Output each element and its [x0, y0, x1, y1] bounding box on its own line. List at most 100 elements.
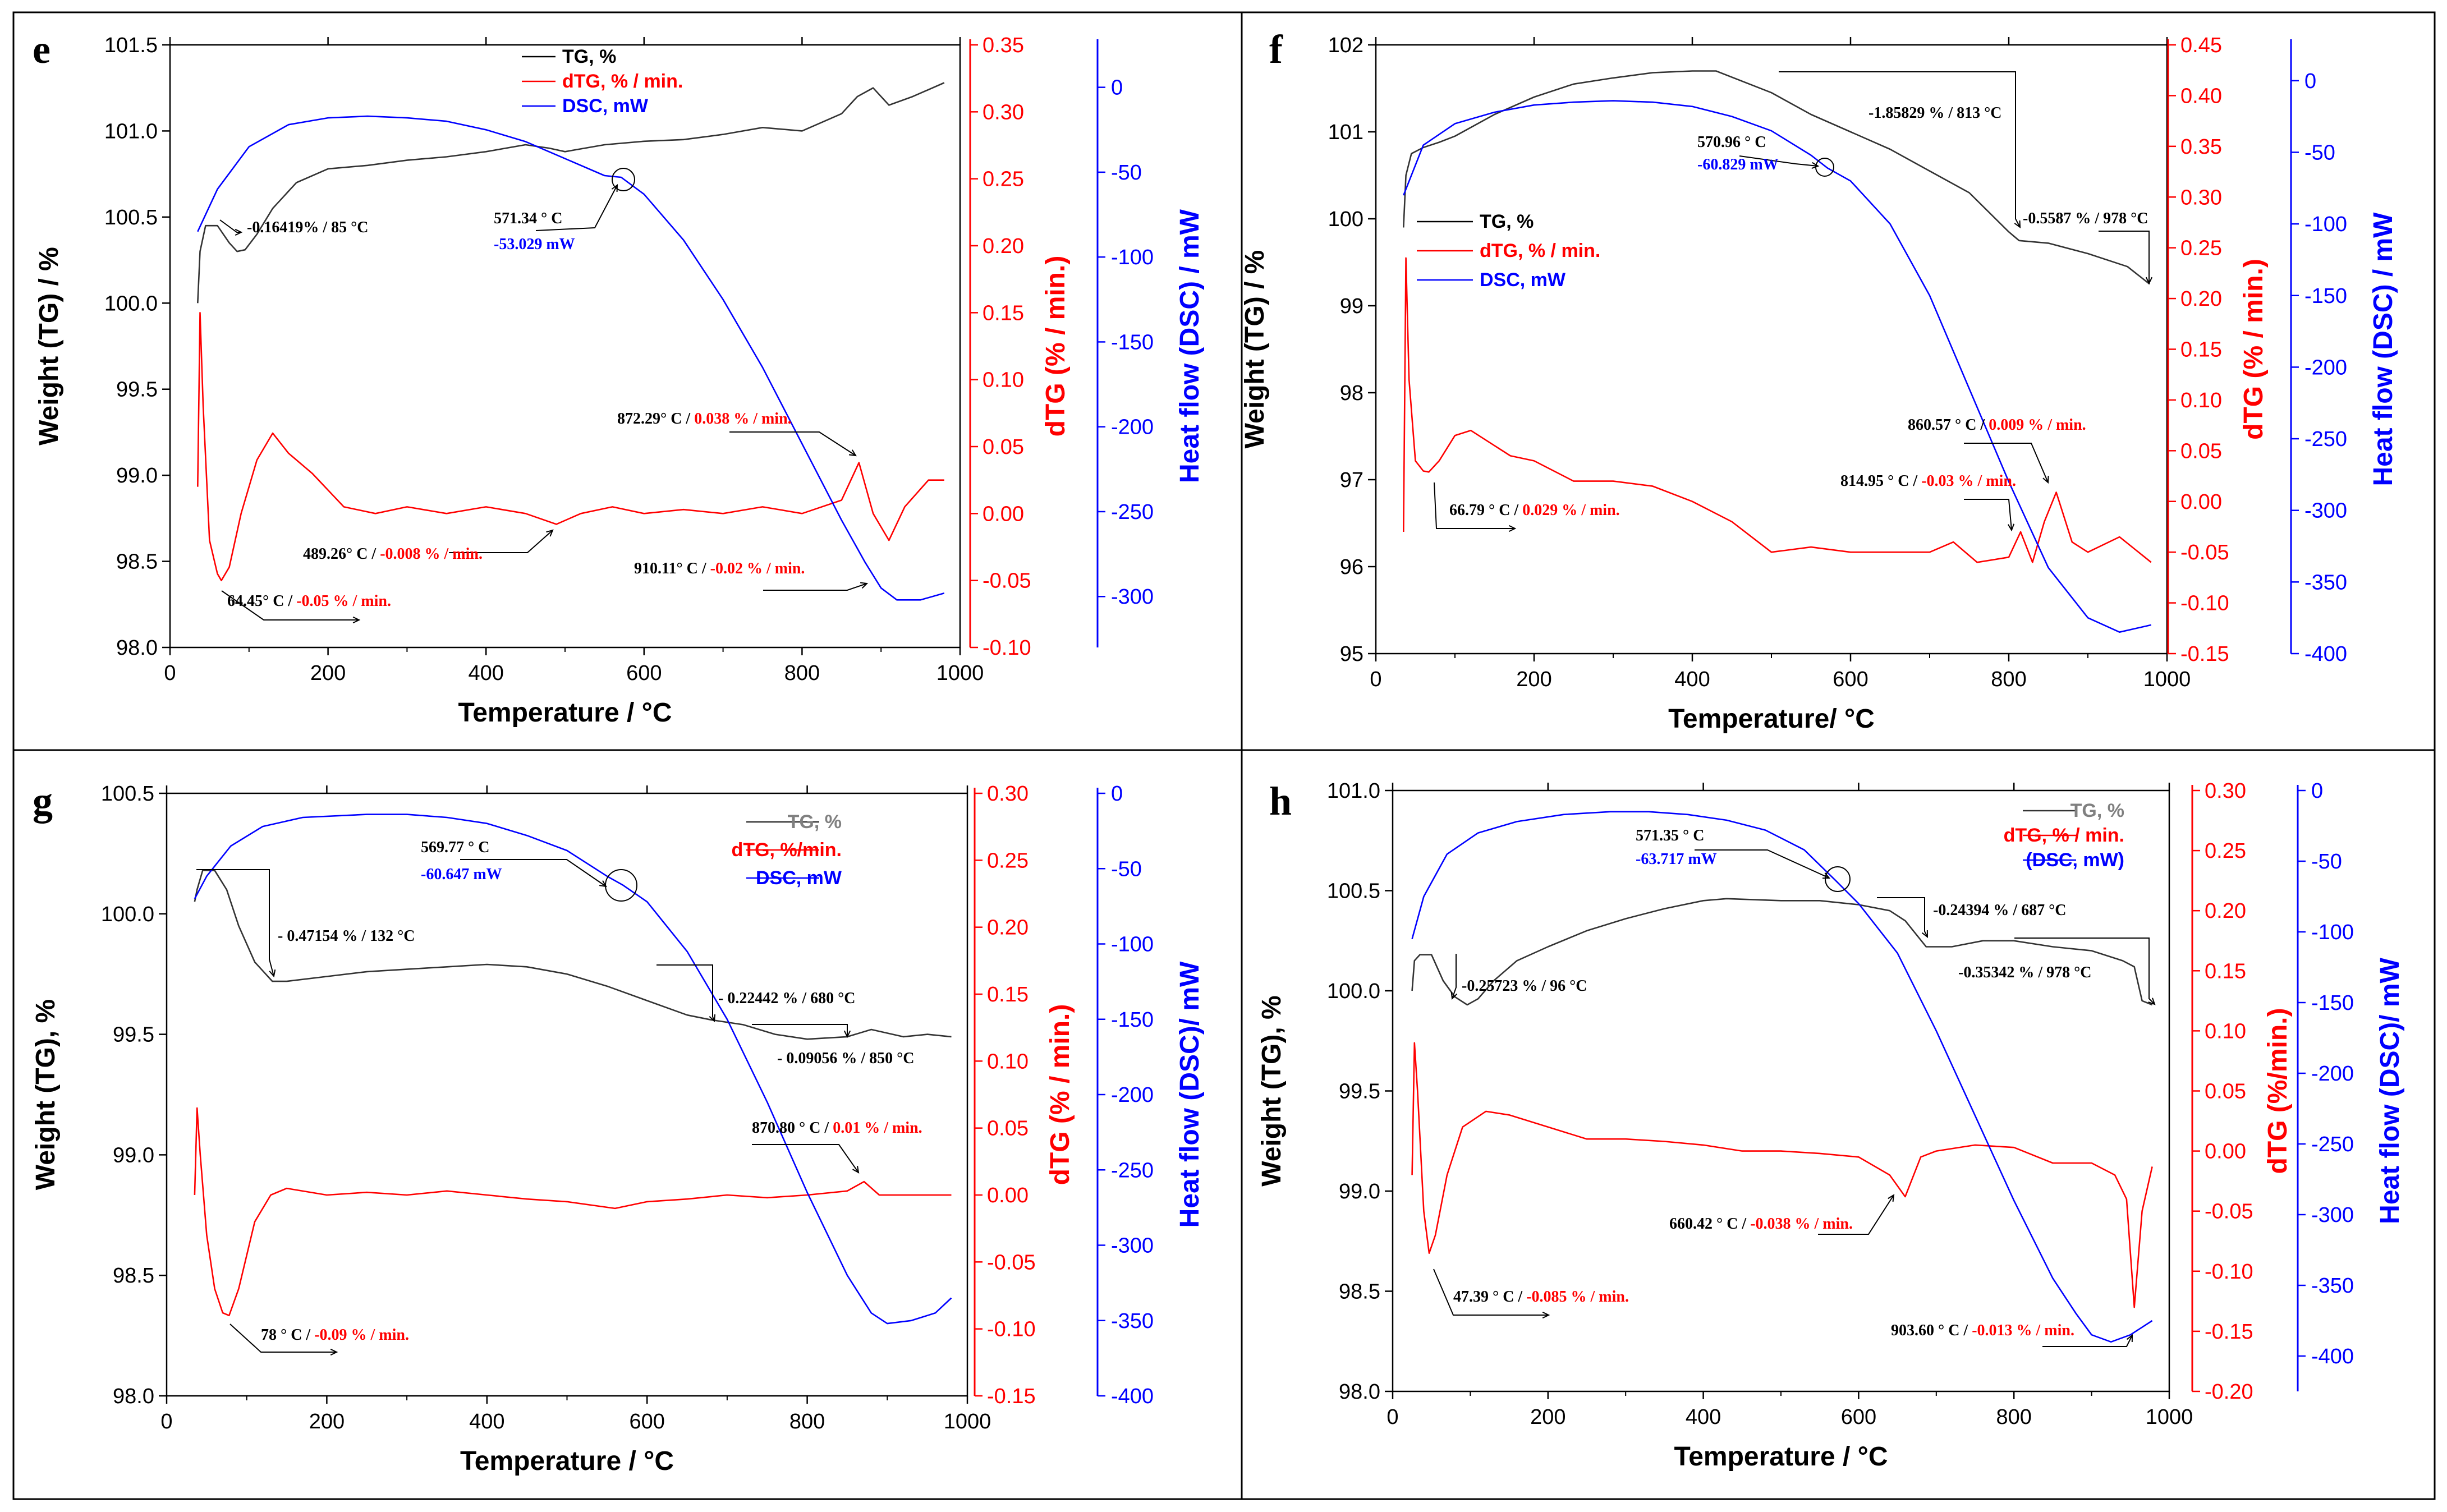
- mid-axis-label: dTG (%/min.): [2263, 1008, 2293, 1174]
- mid-tick-label: 0.15: [987, 983, 1029, 1007]
- x-tick-label: 1000: [2146, 1405, 2193, 1429]
- left-tick-label: 100.0: [101, 903, 154, 926]
- mid-tick-label: -0.15: [2180, 642, 2229, 666]
- annotation-rate: 0.01 % / min.: [833, 1119, 922, 1137]
- series-dtg-line: [197, 311, 944, 581]
- left-tick-label: 99.0: [113, 1143, 154, 1167]
- panel-h: h 0 200 400 600 800 1000 Temperature / °C 98.0 98…: [1241, 749, 2436, 1500]
- mid-tick-label: 0.05: [987, 1117, 1029, 1141]
- x-tick-label: 1000: [944, 1410, 991, 1433]
- annotation-arrowhead: [2042, 475, 2049, 484]
- mid-tick-label: -0.10: [987, 1318, 1036, 1341]
- left-tick-label: 99.0: [1339, 1180, 1380, 1203]
- left-tick-label: 99.5: [1339, 1080, 1380, 1104]
- right-tick-label: -200: [2311, 1062, 2354, 1086]
- left-tick-label: 101.0: [1327, 779, 1380, 803]
- right-tick-label: -400: [1111, 1385, 1154, 1408]
- mid-tick-label: -0.05: [2180, 541, 2229, 564]
- annotation-rate: -0.038 % / min.: [1750, 1215, 1853, 1233]
- right-axis-label: Heat flow (DSC) / mW: [1175, 209, 1205, 483]
- legend-label: dTG, % / min.: [1480, 240, 1600, 261]
- x-tick-label: 0: [160, 1410, 172, 1433]
- left-tick-label: 98.0: [116, 636, 158, 660]
- annotation-temperature: 571.34 ° C: [494, 210, 562, 227]
- annotation: - 0.22442 % / 680 °C: [656, 964, 856, 1023]
- annotation: 571.35 ° C -63.717 mW: [1636, 827, 1851, 892]
- left-tick-label: 99: [1340, 295, 1363, 318]
- legend-label: DSC, mW: [1480, 269, 1566, 291]
- panel-letter: e: [33, 27, 50, 72]
- right-tick-label: -200: [1111, 416, 1154, 439]
- annotation-text: - 0.47154 % / 132 °C: [278, 927, 415, 945]
- annotation-arrowhead: [1450, 991, 1458, 1000]
- annotation: 872.29° C / 0.038 % / min.: [617, 410, 857, 457]
- annotation-text: -0.35342 % / 978 °C: [1958, 964, 2092, 981]
- annotation-circle: [605, 869, 637, 902]
- annotation-rate: 0.029 % / min.: [1522, 502, 1619, 519]
- series-dsc-line: [197, 115, 945, 601]
- right-tick-label: -350: [1111, 1309, 1154, 1333]
- annotation-arrowhead: [852, 1165, 860, 1174]
- series-dsc-line: [1403, 100, 2152, 633]
- annotation-rate: -0.09 % / min.: [314, 1326, 409, 1344]
- left-tick-label: 98.5: [116, 550, 158, 574]
- x-axis-label: Temperature / °C: [1674, 1442, 1888, 1472]
- annotation-rate: -0.02 % / min.: [710, 560, 805, 577]
- annotation-text: 860.57 ° C / 0.009 % / min.: [1908, 416, 2086, 434]
- annotation-temperature: 860.57 ° C /: [1908, 416, 1989, 434]
- mid-tick-label: 0.00: [983, 502, 1024, 526]
- annotation-arrowhead: [709, 1014, 716, 1023]
- annotation: 660.42 ° C / -0.038 % / min.: [1669, 1194, 1895, 1235]
- annotation-text: 660.42 ° C / -0.038 % / min.: [1669, 1215, 1853, 1233]
- annotation-leader: [656, 964, 715, 1022]
- mid-tick-label: 0.45: [2180, 34, 2222, 57]
- mid-tick-label: 0.05: [2205, 1080, 2246, 1104]
- series-dsc-line: [194, 814, 952, 1325]
- plot-area: [166, 792, 968, 1397]
- annotation-arrowhead: [611, 183, 618, 192]
- right-tick-label: 0: [1111, 782, 1123, 806]
- annotation-rate: 0.038 % / min.: [694, 410, 791, 428]
- left-tick-label: 100.0: [104, 292, 158, 315]
- annotation-arrowhead: [1888, 1194, 1895, 1202]
- annotation-temperature: 78 ° C /: [261, 1326, 314, 1344]
- x-tick-label: 200: [310, 661, 346, 685]
- annotation-temperature: 569.77 ° C: [421, 839, 489, 856]
- annotation-leader: [1964, 499, 2012, 531]
- annotation-text: 872.29° C / 0.038 % / min.: [617, 410, 792, 428]
- right-tick-label: -300: [2304, 499, 2347, 523]
- annotation-rate: -0.05 % / min.: [296, 592, 391, 610]
- annotation-text: 814.95 ° C / -0.03 % / min.: [1840, 472, 2016, 490]
- left-tick-label: 100: [1328, 208, 1363, 231]
- annotation: -0.16419% / 85 °C: [219, 219, 369, 236]
- annotation: 489.26° C / -0.008 % / min.: [303, 529, 554, 563]
- right-tick-label: -250: [1111, 500, 1154, 524]
- mid-tick-label: 0.20: [2180, 287, 2222, 311]
- annotation-arrowhead: [843, 1030, 851, 1038]
- series-dtg-line: [1411, 1042, 2153, 1308]
- annotation-temperature: 47.39 ° C /: [1453, 1288, 1526, 1306]
- annotation: 814.95 ° C / -0.03 % / min.: [1840, 472, 2016, 532]
- panel-e: e 0 200 400 600 800 1000 Temperature / °C 98.0 98…: [12, 11, 1243, 751]
- mid-tick-label: 0.05: [2180, 439, 2222, 463]
- annotation-rate: -0.013 % / min.: [1972, 1322, 2074, 1339]
- right-axis-label: Heat flow (DSC)/ mW: [1175, 961, 1205, 1228]
- right-tick-label: -350: [2311, 1274, 2354, 1298]
- legend-label: DSC, mW: [756, 867, 842, 889]
- left-tick-label: 101: [1328, 121, 1363, 144]
- annotation-temperature: 489.26° C /: [303, 545, 380, 563]
- right-tick-label: -300: [1111, 585, 1154, 609]
- annotation-temperature: 64.45° C /: [227, 592, 296, 610]
- annotation-arrowhead: [2007, 523, 2015, 532]
- mid-tick-label: 0.30: [987, 782, 1029, 806]
- x-tick-label: 0: [1387, 1405, 1398, 1429]
- annotation: 66.79 ° C / 0.029 % / min.: [1434, 482, 1620, 532]
- annotation-text: -0.24394 % / 687 °C: [1933, 902, 2067, 919]
- annotation-temperature: 910.11° C /: [634, 560, 710, 577]
- left-tick-label: 101.0: [104, 120, 158, 143]
- right-tick-label: -150: [2304, 284, 2347, 308]
- left-tick-label: 98.5: [1339, 1280, 1380, 1304]
- annotation-leader: [752, 1024, 848, 1037]
